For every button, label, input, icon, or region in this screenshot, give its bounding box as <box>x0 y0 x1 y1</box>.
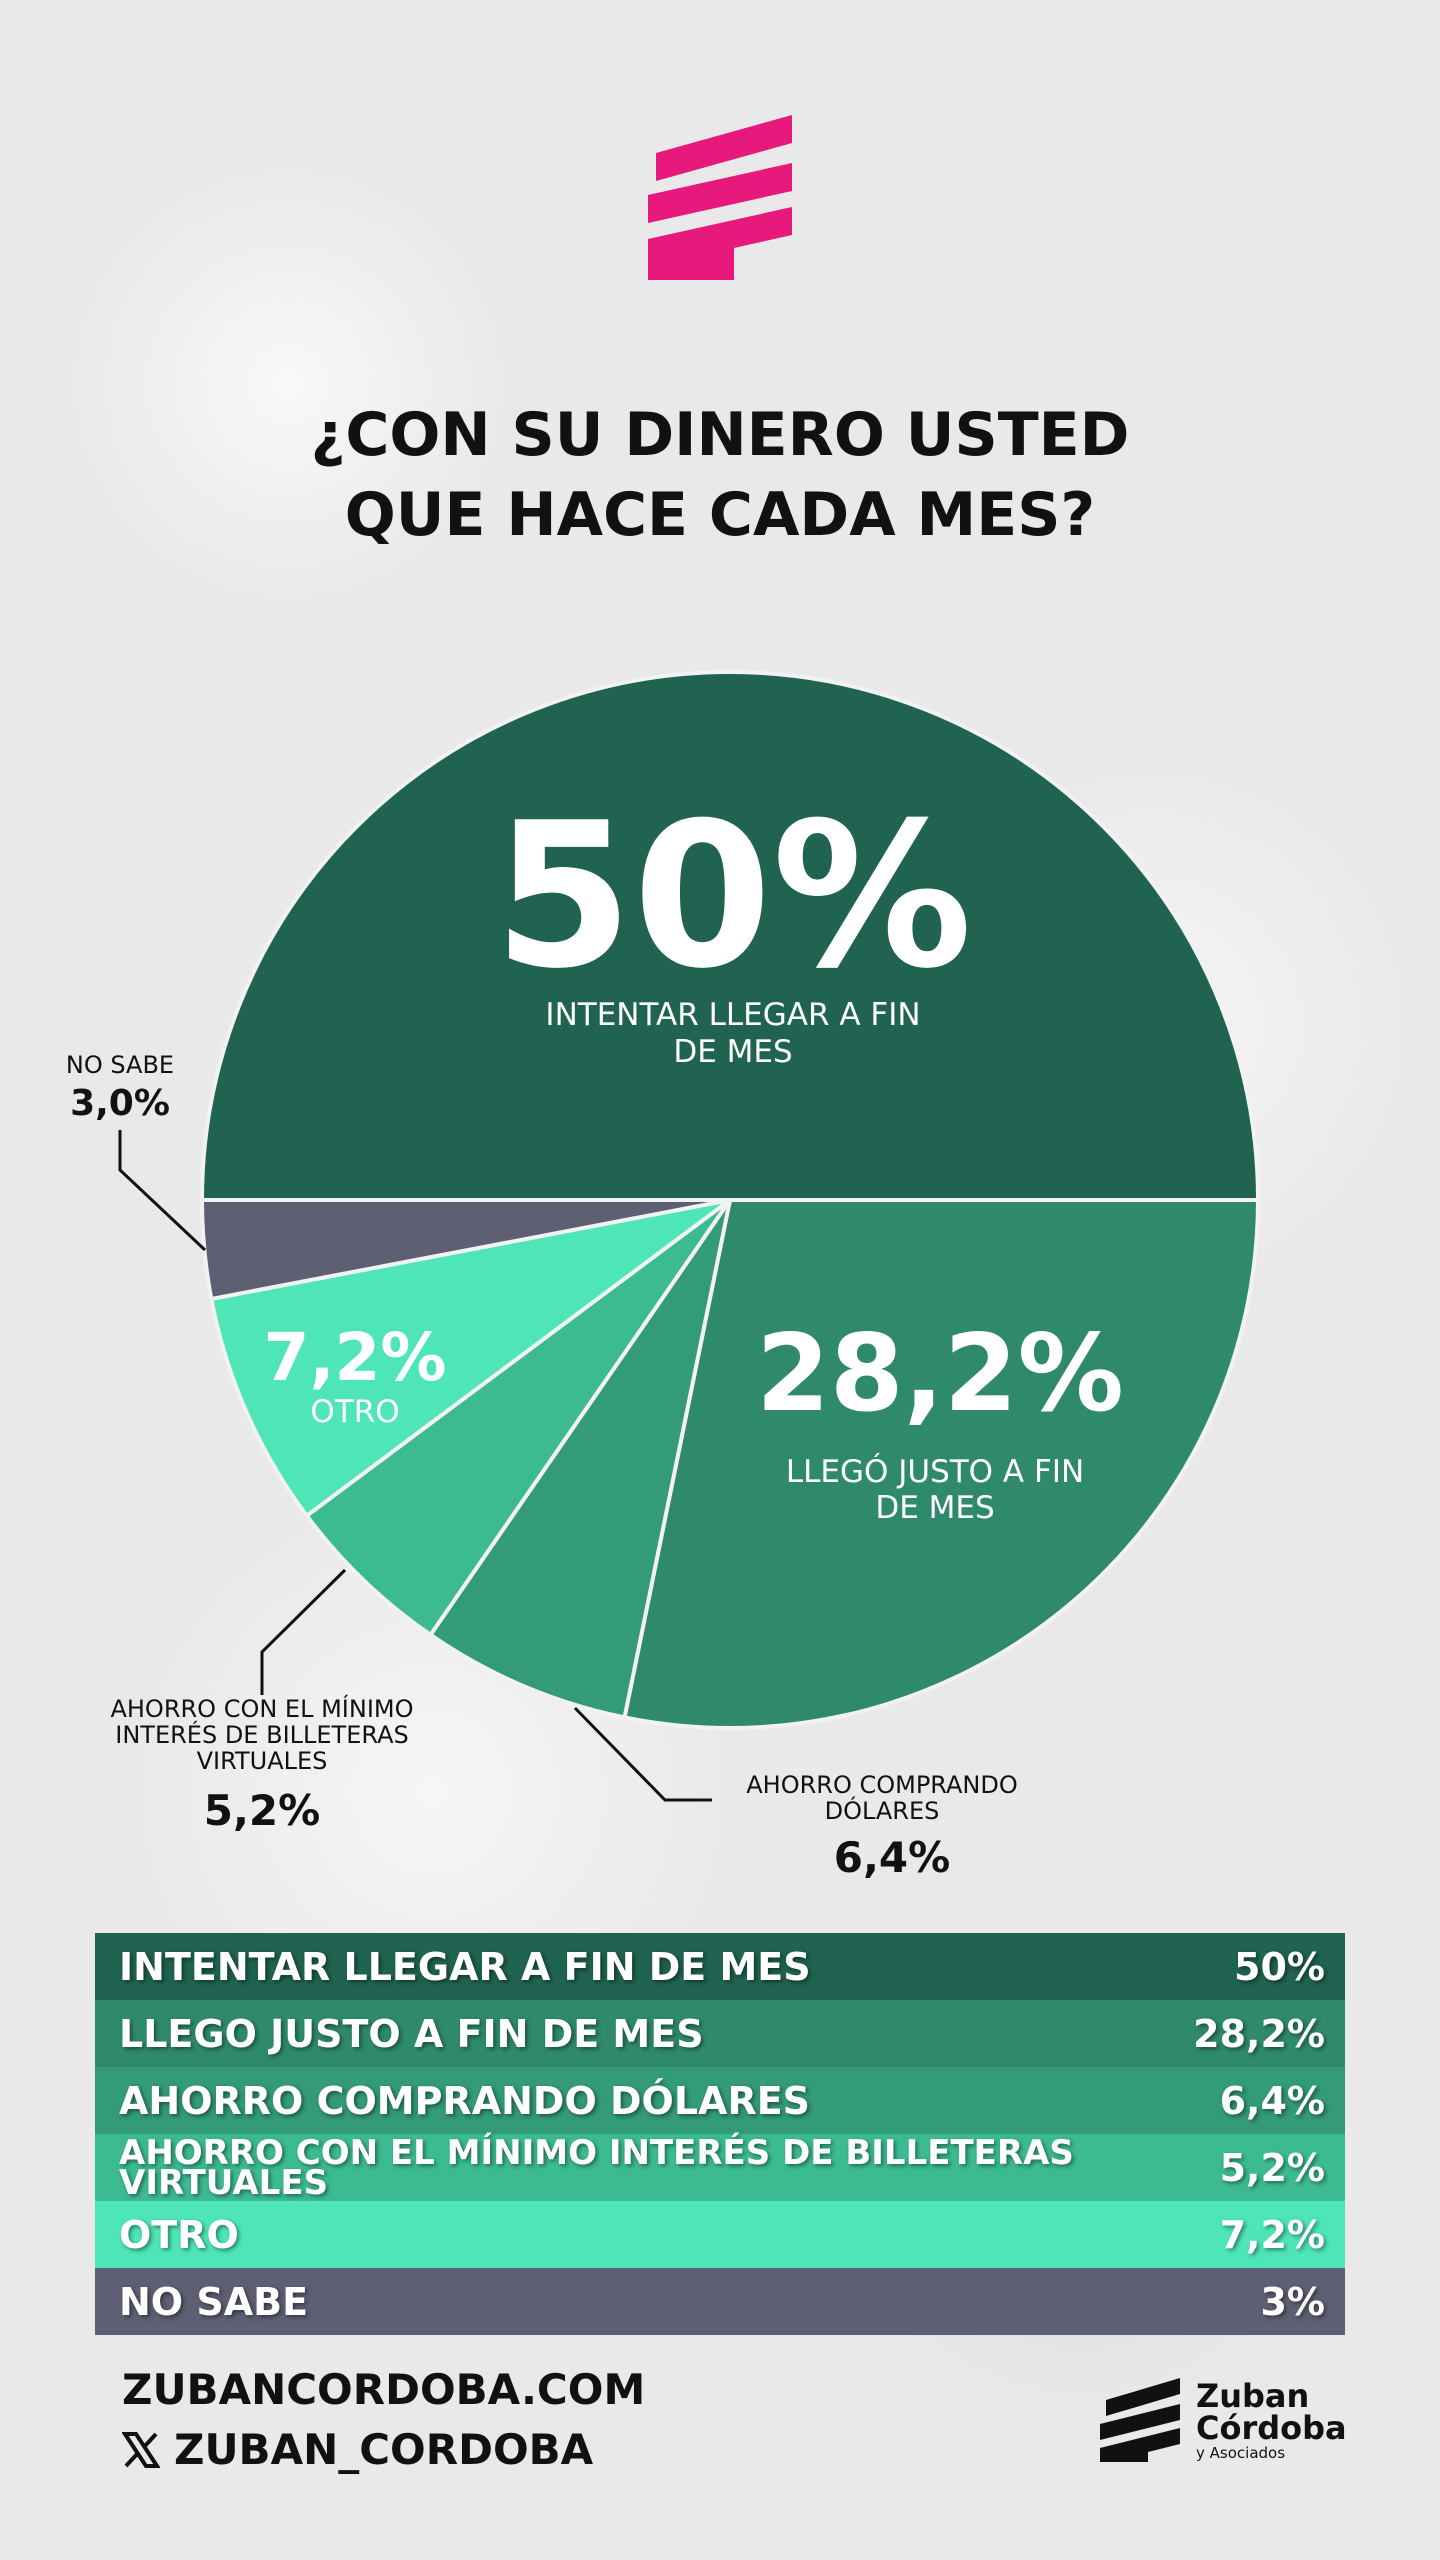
table-row-label: NO SABE <box>119 2279 309 2324</box>
pie-slice <box>199 1198 731 1302</box>
ext-label-billeteras-2: INTERÉS DE BILLETERAS <box>115 1720 408 1749</box>
x-handle-link[interactable]: ZUBAN_CORDOBA <box>122 2425 593 2474</box>
x-logo-icon <box>122 2431 160 2468</box>
x-handle-text: ZUBAN_CORDOBA <box>174 2425 594 2474</box>
slice-label-value-otro: 7,2% <box>263 1319 446 1396</box>
title-line-2: QUE HACE CADA MES? <box>344 480 1096 550</box>
brand-text: Zuban Córdoba y Asociados <box>1196 2380 1347 2461</box>
pie-slice <box>303 1198 732 1638</box>
pie-slice <box>622 1198 1261 1730</box>
slice-label-value-intentar: 50% <box>494 780 973 1013</box>
slice-label-value-llego: 28,2% <box>756 1312 1124 1435</box>
ext-label-no-sabe-name: NO SABE <box>66 1051 174 1079</box>
website-link[interactable]: ZUBANCORDOBA.COM <box>122 2365 646 2414</box>
leader-line-dolares <box>573 1706 712 1802</box>
pie-slice <box>209 1198 732 1519</box>
table-row: AHORRO CON EL MÍNIMO INTERÉS DE BILLETER… <box>95 2134 1345 2201</box>
slice-label-name-intentar-1: INTENTAR LLEGAR A FIN <box>545 997 920 1033</box>
table-row-label: AHORRO COMPRANDO DÓLARES <box>119 2078 811 2123</box>
summary-table: INTENTAR LLEGAR A FIN DE MES 50% LLEGO J… <box>95 1933 1345 2335</box>
table-row-value: 28,2% <box>1193 2011 1325 2056</box>
slice-label-name-llego-1: LLEGÓ JUSTO A FIN <box>786 1453 1084 1490</box>
table-row: AHORRO COMPRANDO DÓLARES 6,4% <box>95 2067 1345 2134</box>
ext-label-no-sabe-value: 3,0% <box>70 1083 170 1124</box>
table-row-value: 6,4% <box>1219 2078 1325 2123</box>
chart-title: ¿CON SU DINERO USTED QUE HACE CADA MES? <box>0 395 1440 555</box>
leader-line-no-sabe <box>118 1130 207 1252</box>
slice-label-name-otro: OTRO <box>310 1394 399 1430</box>
table-row-value: 5,2% <box>1219 2145 1325 2190</box>
ext-label-dolares-2: DÓLARES <box>825 1795 940 1825</box>
pie-slice <box>427 1198 732 1720</box>
pie-slices <box>199 670 1261 1730</box>
table-row: NO SABE 3% <box>95 2268 1345 2335</box>
table-row-label: LLEGO JUSTO A FIN DE MES <box>119 2011 704 2056</box>
leader-line-billeteras <box>260 1568 347 1695</box>
pie-slice <box>199 670 1261 1202</box>
brand-name-line-2: Córdoba <box>1196 2408 1347 2447</box>
title-line-1: ¿CON SU DINERO USTED <box>310 400 1130 470</box>
table-row-value: 3% <box>1260 2279 1325 2324</box>
table-row-value: 7,2% <box>1219 2212 1325 2257</box>
ext-label-dolares-value: 6,4% <box>834 1833 950 1882</box>
brand-name-line-1: Zuban <box>1196 2376 1310 2415</box>
ext-label-billeteras-3: VIRTUALES <box>197 1747 328 1775</box>
ext-label-billeteras-value: 5,2% <box>204 1786 320 1835</box>
table-row-label: INTENTAR LLEGAR A FIN DE MES <box>119 1944 811 1989</box>
ext-label-billeteras-1: AHORRO CON EL MÍNIMO <box>110 1694 413 1723</box>
table-row: OTRO 7,2% <box>95 2201 1345 2268</box>
slice-label-name-intentar-2: DE MES <box>673 1034 792 1070</box>
ext-label-dolares-1: AHORRO COMPRANDO <box>746 1771 1018 1799</box>
zuban-logo-icon <box>1100 2378 1180 2462</box>
table-row: LLEGO JUSTO A FIN DE MES 28,2% <box>95 2000 1345 2067</box>
zuban-pink-logo-icon <box>648 115 792 280</box>
table-row-label: AHORRO CON EL MÍNIMO INTERÉS DE BILLETER… <box>119 2132 1074 2203</box>
table-row-value: 50% <box>1234 1944 1325 1989</box>
table-row: INTENTAR LLEGAR A FIN DE MES 50% <box>95 1933 1345 2000</box>
brand-logo: Zuban Córdoba y Asociados <box>1100 2378 1347 2462</box>
brand-name-line-3: y Asociados <box>1196 2443 1286 2462</box>
table-row-label: OTRO <box>119 2212 239 2257</box>
slice-label-name-llego-2: DE MES <box>875 1490 994 1526</box>
